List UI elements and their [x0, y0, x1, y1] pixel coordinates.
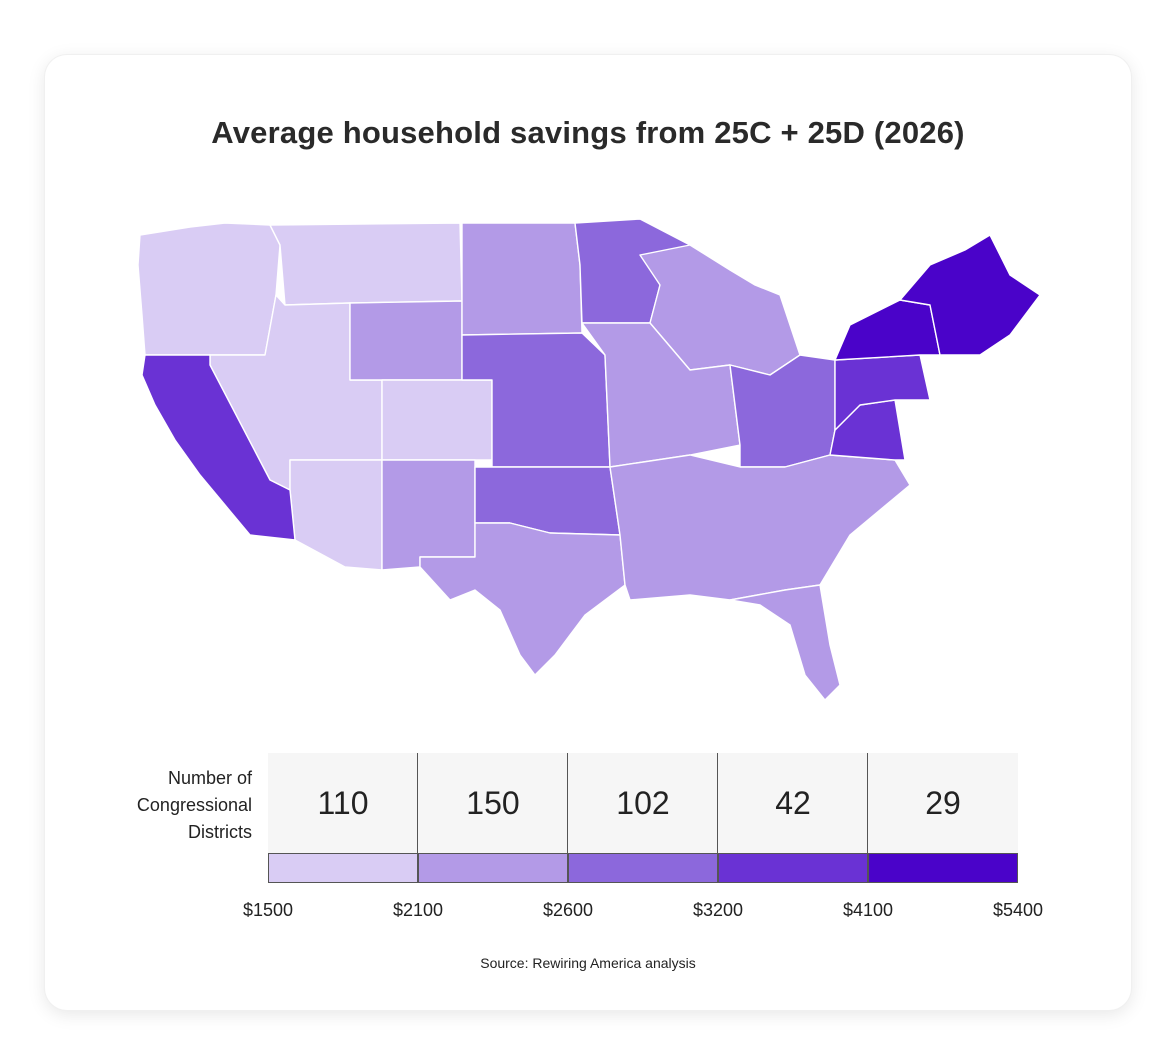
region-new-mexico — [381, 459, 476, 571]
legend-divider — [717, 753, 718, 883]
region-wyoming — [349, 300, 463, 381]
district-count-bin-1: 110 — [268, 753, 418, 853]
legend-tick-label: $4100 — [842, 900, 894, 920]
region-southeast — [609, 454, 911, 601]
legend-tick-label: $2100 — [392, 900, 444, 920]
region-colorado — [381, 379, 493, 461]
region-northwest — [137, 222, 281, 356]
legend-swatch-bin-5 — [868, 853, 1018, 883]
legend-tick-label: $3200 — [692, 900, 744, 920]
legend-swatch-bin-1 — [268, 853, 418, 883]
legend-tick-label: $5400 — [992, 900, 1044, 920]
region-new-england — [899, 234, 1041, 356]
district-count-bin-5: 29 — [868, 753, 1018, 853]
us-choropleth-map — [137, 218, 1041, 701]
region-texas — [419, 522, 626, 676]
source-note: Source: Rewiring America analysis — [480, 955, 696, 971]
district-count-bin-3: 102 — [568, 753, 718, 853]
legend-tick-label: $2600 — [542, 900, 594, 920]
legend-title: Number of Congressional Districts — [100, 765, 252, 846]
legend-title-line: Number of — [167, 768, 252, 788]
legend-swatch-bin-4 — [718, 853, 868, 883]
legend-title-line: Districts — [188, 822, 252, 842]
region-new-york — [834, 299, 941, 361]
legend-swatch-bin-2 — [418, 853, 568, 883]
district-count-bin-4: 42 — [718, 753, 868, 853]
region-florida — [729, 584, 841, 701]
region-arizona — [289, 459, 383, 571]
map-title: Average household savings from 25C + 25D… — [211, 115, 965, 150]
region-ohio-valley — [729, 354, 836, 468]
region-california — [141, 354, 296, 541]
region-montana — [269, 222, 463, 306]
legend-divider — [567, 753, 568, 883]
legend-divider — [417, 753, 418, 883]
district-count-bin-2: 150 — [418, 753, 568, 853]
legend-swatch-bin-3 — [568, 853, 718, 883]
legend-tick-label: $1500 — [242, 900, 294, 920]
legend-divider — [867, 753, 868, 883]
legend-title-line: Congressional — [136, 795, 252, 815]
region-dakotas — [461, 222, 583, 336]
